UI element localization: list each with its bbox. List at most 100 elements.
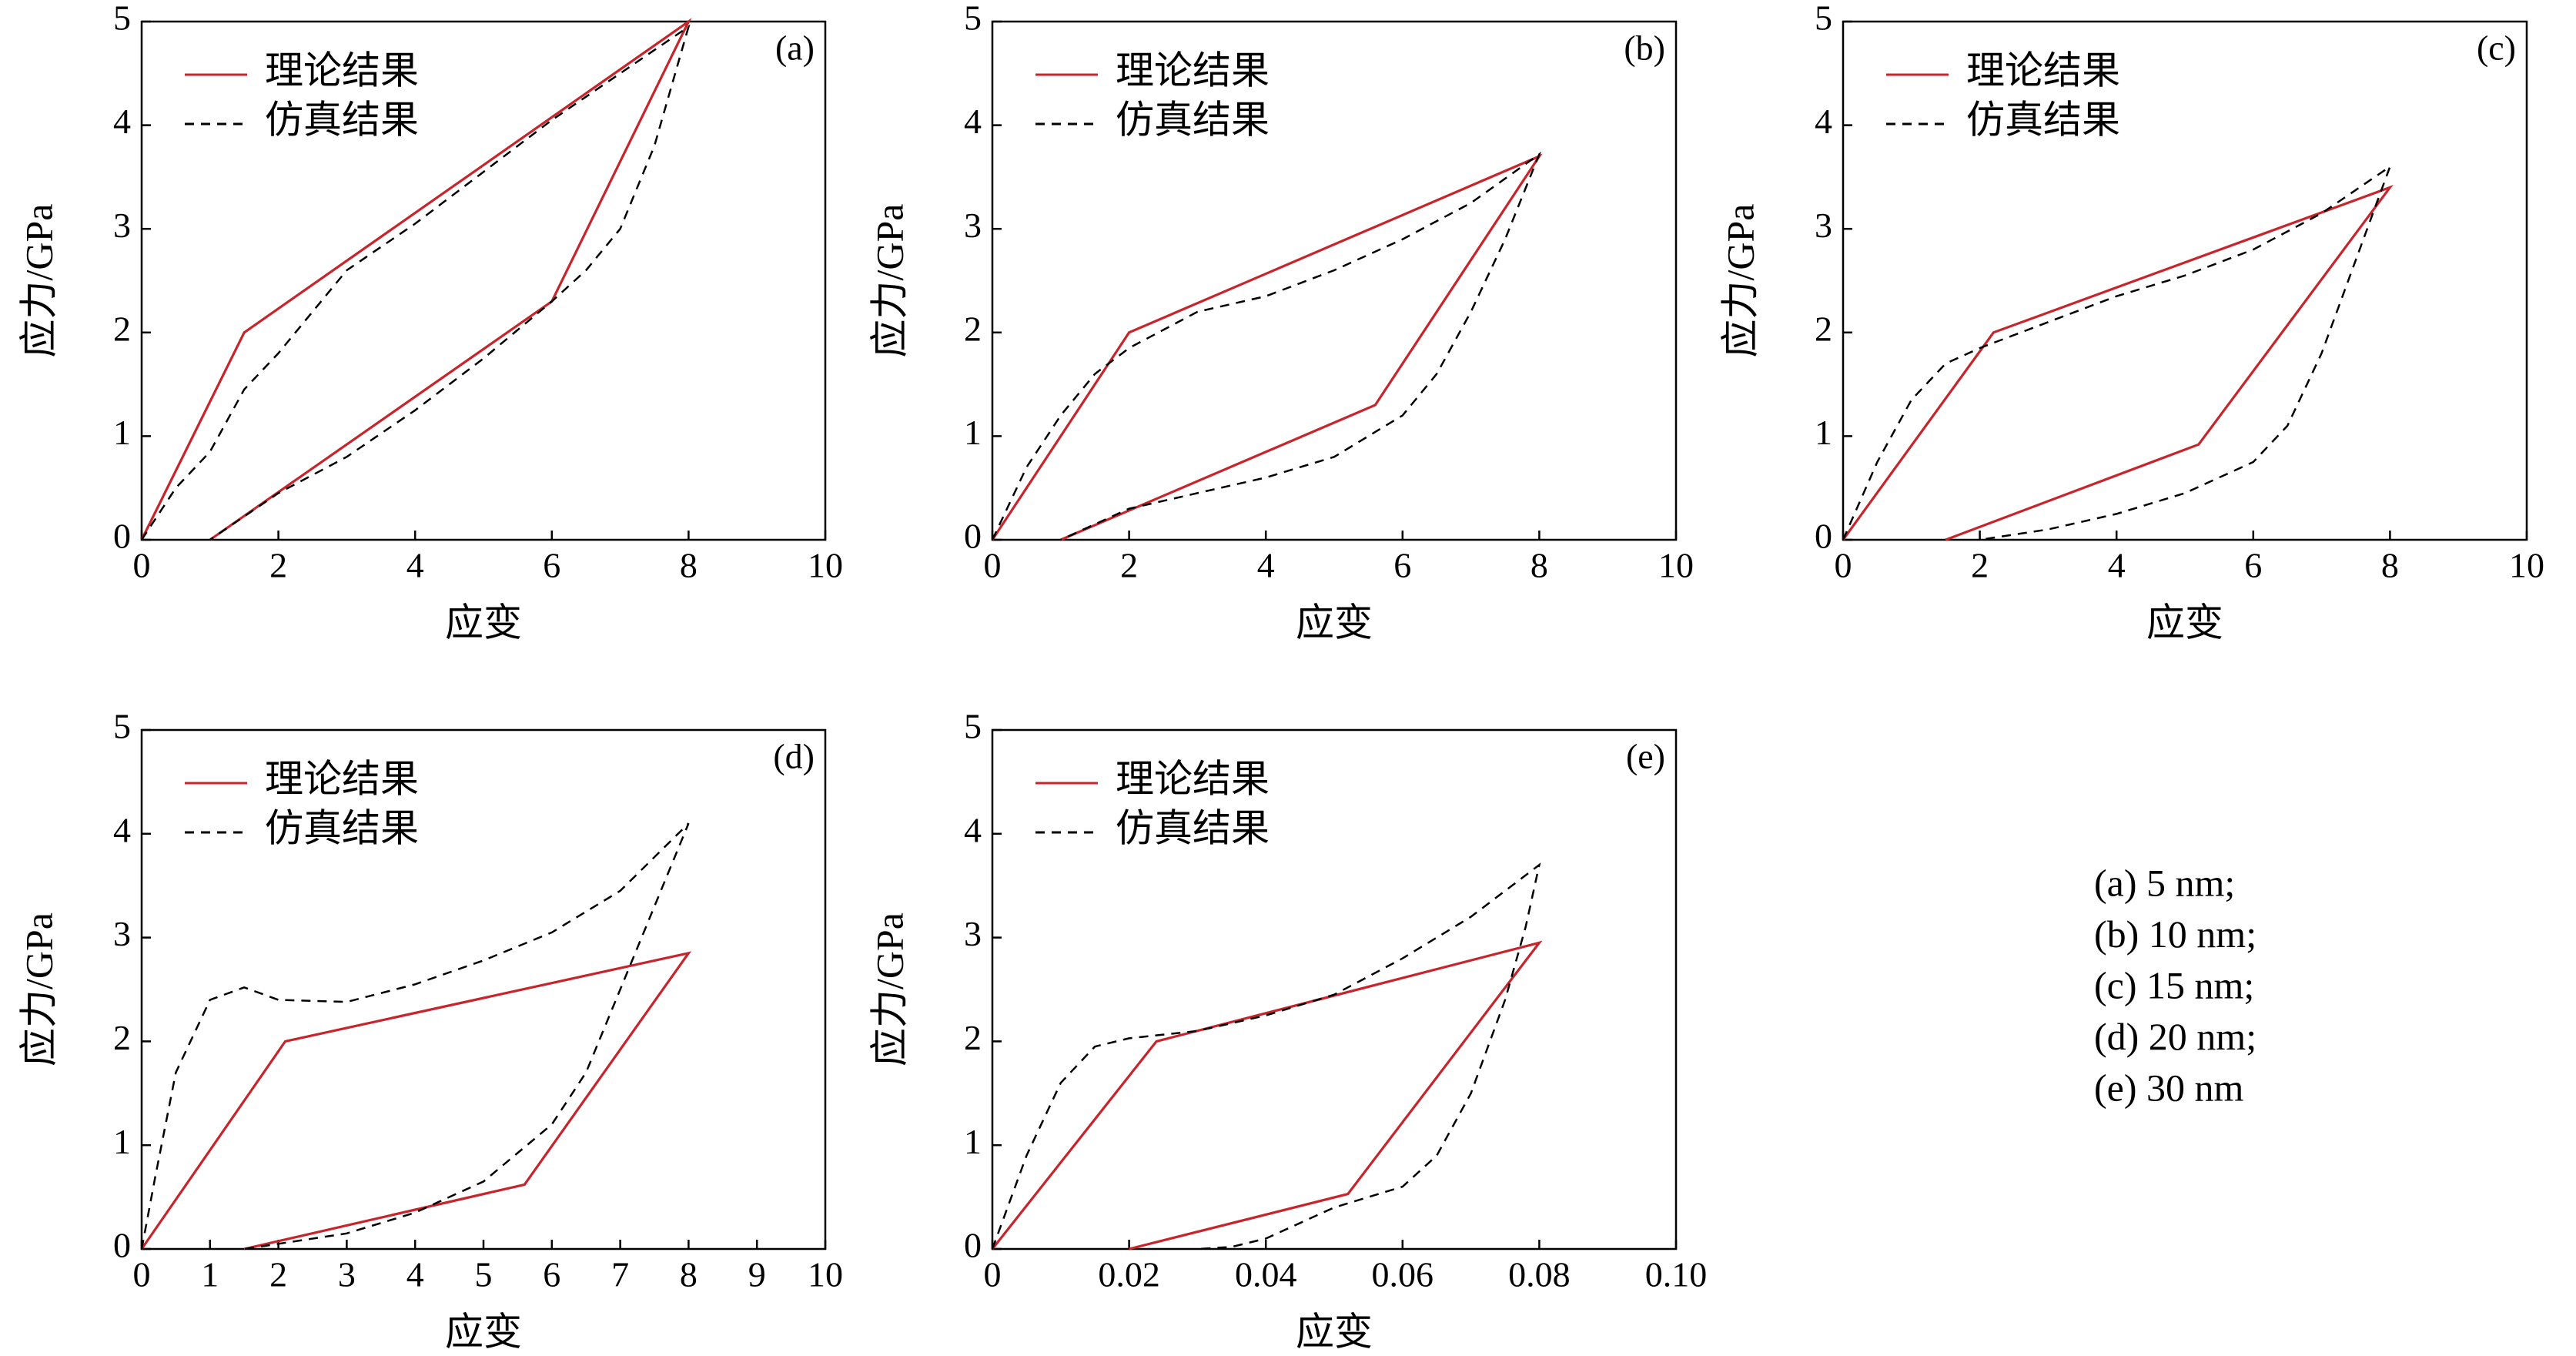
series-line bbox=[991, 151, 1542, 541]
y-tick-label: 3 bbox=[113, 914, 131, 953]
y-tick-label: 1 bbox=[113, 413, 131, 452]
y-tick-label: 0 bbox=[113, 517, 131, 556]
x-axis-label: 应变 bbox=[1296, 1310, 1373, 1353]
note: (a) 5 nm; bbox=[2094, 861, 2235, 904]
x-tick-label: 0 bbox=[984, 546, 1002, 585]
x-tick-label: 3 bbox=[338, 1255, 356, 1294]
x-axis-label: 应变 bbox=[2146, 601, 2223, 644]
legend-label: 仿真结果 bbox=[265, 806, 419, 849]
x-tick-label: 4 bbox=[1257, 546, 1275, 585]
y-tick-label: 3 bbox=[113, 206, 131, 245]
legend-label: 理论结果 bbox=[1966, 49, 2120, 92]
x-tick-label: 8 bbox=[680, 546, 698, 585]
x-tick-label: 2 bbox=[1971, 546, 1989, 585]
x-tick-label: 0.06 bbox=[1372, 1255, 1434, 1294]
panel-label: (d) bbox=[773, 737, 815, 776]
series-line bbox=[140, 951, 692, 1251]
y-tick-label: 0 bbox=[964, 1226, 982, 1265]
y-tick-label: 1 bbox=[113, 1122, 131, 1161]
y-axis-label: 应力/GPa bbox=[17, 912, 60, 1066]
note: (d) 20 nm; bbox=[2094, 1015, 2257, 1058]
y-tick-label: 1 bbox=[964, 1122, 982, 1161]
plot-frame bbox=[991, 728, 1678, 1251]
y-tick-label: 2 bbox=[964, 309, 982, 348]
series-line bbox=[140, 18, 692, 541]
x-tick-label: 5 bbox=[475, 1255, 493, 1294]
legend-label: 理论结果 bbox=[1116, 757, 1270, 800]
x-tick-label: 2 bbox=[1120, 546, 1138, 585]
x-tick-label: 7 bbox=[611, 1255, 629, 1294]
y-tick-label: 5 bbox=[964, 0, 982, 38]
y-tick-label: 4 bbox=[1815, 102, 1832, 141]
y-tick-label: 3 bbox=[964, 914, 982, 953]
legend-label: 理论结果 bbox=[1116, 49, 1270, 92]
x-tick-label: 4 bbox=[406, 1255, 424, 1294]
series-line bbox=[991, 940, 1543, 1251]
x-tick-label: 0 bbox=[984, 1255, 1002, 1294]
x-tick-label: 8 bbox=[1531, 546, 1548, 585]
y-tick-label: 1 bbox=[964, 413, 982, 452]
y-tick-label: 2 bbox=[113, 1018, 131, 1057]
y-tick-label: 2 bbox=[1815, 309, 1832, 348]
x-tick-label: 6 bbox=[2244, 546, 2262, 585]
legend-label: 理论结果 bbox=[265, 757, 419, 800]
x-tick-label: 1 bbox=[201, 1255, 219, 1294]
x-tick-label: 6 bbox=[543, 1255, 560, 1294]
x-tick-label: 0.10 bbox=[1645, 1255, 1708, 1294]
x-axis-label: 应变 bbox=[445, 601, 522, 644]
panel-label: (e) bbox=[1626, 737, 1665, 776]
plot-frame bbox=[1842, 20, 2528, 541]
y-tick-label: 1 bbox=[1815, 413, 1832, 452]
panel-label: (c) bbox=[2477, 28, 2516, 68]
x-tick-label: 10 bbox=[808, 1255, 843, 1294]
series-line bbox=[991, 153, 1543, 541]
series-line bbox=[1842, 185, 2394, 541]
y-tick-label: 3 bbox=[1815, 206, 1832, 245]
y-axis-label: 应力/GPa bbox=[17, 204, 60, 358]
y-tick-label: 4 bbox=[964, 102, 982, 141]
legend-label: 仿真结果 bbox=[265, 98, 419, 141]
panel-label: (b) bbox=[1624, 28, 1665, 68]
y-tick-label: 0 bbox=[1815, 517, 1832, 556]
x-tick-label: 8 bbox=[2381, 546, 2399, 585]
y-tick-label: 5 bbox=[113, 707, 131, 746]
note: (e) 30 nm bbox=[2094, 1066, 2243, 1109]
x-tick-label: 10 bbox=[2509, 546, 2544, 585]
x-axis-label: 应变 bbox=[1296, 601, 1373, 644]
series-line bbox=[140, 822, 690, 1251]
y-axis-label: 应力/GPa bbox=[1718, 204, 1761, 358]
x-tick-label: 0.02 bbox=[1098, 1255, 1160, 1294]
x-tick-label: 2 bbox=[269, 1255, 287, 1294]
x-tick-label: 9 bbox=[748, 1255, 766, 1294]
y-tick-label: 3 bbox=[964, 206, 982, 245]
legend-label: 仿真结果 bbox=[1966, 98, 2120, 141]
x-tick-label: 0 bbox=[133, 1255, 151, 1294]
y-tick-label: 5 bbox=[1815, 0, 1832, 38]
note: (b) 10 nm; bbox=[2094, 912, 2257, 956]
y-tick-label: 4 bbox=[113, 102, 131, 141]
y-tick-label: 4 bbox=[964, 810, 982, 849]
y-tick-label: 0 bbox=[113, 1226, 131, 1265]
x-tick-label: 4 bbox=[2108, 546, 2126, 585]
legend-label: 仿真结果 bbox=[1116, 98, 1270, 141]
panel-label: (a) bbox=[775, 28, 815, 68]
y-axis-label: 应力/GPa bbox=[868, 912, 911, 1066]
y-axis-label: 应力/GPa bbox=[868, 204, 911, 358]
x-axis-label: 应变 bbox=[445, 1310, 522, 1353]
x-tick-label: 0.04 bbox=[1235, 1255, 1297, 1294]
x-tick-label: 0 bbox=[133, 546, 151, 585]
note: (c) 15 nm; bbox=[2094, 963, 2254, 1006]
x-tick-label: 8 bbox=[680, 1255, 698, 1294]
x-tick-label: 10 bbox=[1658, 546, 1694, 585]
x-tick-label: 6 bbox=[543, 546, 560, 585]
y-tick-label: 5 bbox=[964, 707, 982, 746]
x-tick-label: 0.08 bbox=[1508, 1255, 1571, 1294]
y-tick-label: 2 bbox=[964, 1018, 982, 1057]
y-tick-label: 4 bbox=[113, 810, 131, 849]
x-tick-label: 0 bbox=[1835, 546, 1852, 585]
x-tick-label: 2 bbox=[269, 546, 287, 585]
x-tick-label: 6 bbox=[1393, 546, 1411, 585]
plot-frame bbox=[140, 20, 827, 541]
plot-frame bbox=[991, 20, 1678, 541]
y-tick-label: 5 bbox=[113, 0, 131, 38]
